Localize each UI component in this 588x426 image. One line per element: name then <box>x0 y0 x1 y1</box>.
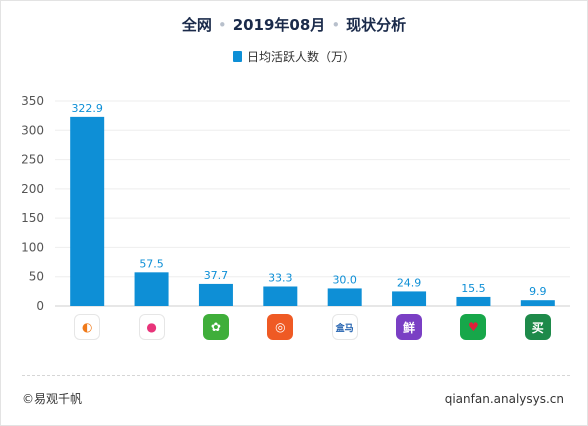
bar <box>70 116 105 306</box>
footer-website: qianfan.analysys.cn <box>444 392 564 406</box>
bar <box>263 286 298 306</box>
bar-value-label: 37.7 <box>204 269 229 282</box>
footer-copyright: ©易观千帆 <box>22 392 83 406</box>
y-tick-label: 100 <box>21 240 44 254</box>
bar-value-label: 30.0 <box>332 273 357 286</box>
green-farm-app-icon: ✿ <box>202 314 229 340</box>
bar-value-label: 15.5 <box>461 282 486 295</box>
bar <box>456 296 491 306</box>
bar <box>327 288 362 306</box>
bar-value-label: 57.5 <box>139 257 164 270</box>
title-part-network: 全网 <box>181 16 212 34</box>
y-tick-label: 200 <box>21 182 44 196</box>
bar-value-label: 24.9 <box>397 276 422 289</box>
bar-value-label: 322.9 <box>71 102 103 115</box>
chart-title: 全网 • 2019年08月 • 现状分析 <box>0 14 588 35</box>
chart-legend: 日均活跃人数（万） <box>0 48 588 65</box>
bar <box>392 291 427 306</box>
legend-label: 日均活跃人数（万） <box>246 50 355 64</box>
hema-app-icon: 盒马 <box>331 314 358 340</box>
bar <box>520 300 555 306</box>
y-tick-label: 300 <box>21 123 44 137</box>
bar-value-label: 33.3 <box>268 271 293 284</box>
title-part-date: 2019年08月 <box>232 16 326 34</box>
title-separator: • <box>217 16 227 34</box>
bar <box>198 283 233 306</box>
mai-app-icon: 买 <box>524 314 551 340</box>
y-tick-label: 150 <box>21 211 44 225</box>
y-tick-label: 0 <box>36 299 44 313</box>
bar-value-label: 9.9 <box>529 285 547 298</box>
y-tick-label: 350 <box>21 94 44 108</box>
flame-app-icon: ◐ <box>74 314 101 340</box>
footer-divider <box>22 375 570 376</box>
bar <box>134 272 169 306</box>
orange-ring-app-icon: ◎ <box>267 314 294 340</box>
strawberry-app-icon: ♥ <box>460 314 487 340</box>
legend-swatch <box>232 51 242 62</box>
y-tick-label: 50 <box>29 270 44 284</box>
purple-green-app-icon: 鲜 <box>396 314 423 340</box>
title-separator: • <box>331 16 341 34</box>
title-part-analysis: 现状分析 <box>346 16 407 34</box>
y-tick-label: 250 <box>21 153 44 167</box>
pink-circle-app-icon: ● <box>138 314 165 340</box>
